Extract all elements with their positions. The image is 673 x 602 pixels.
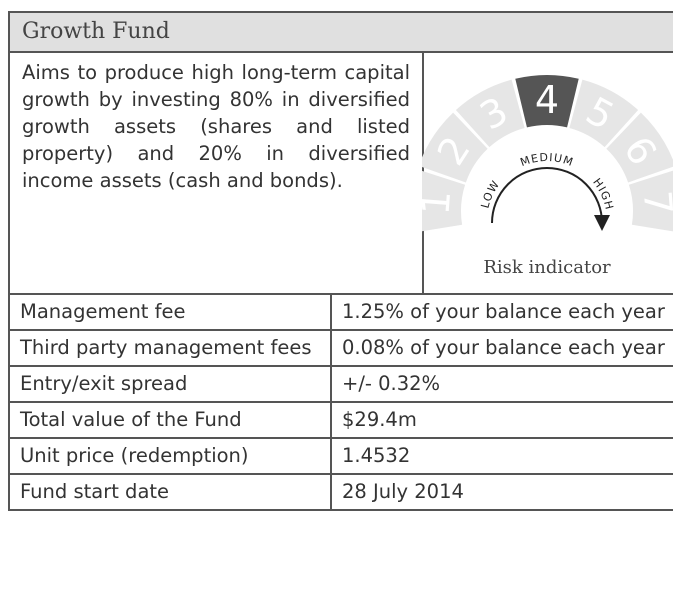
risk-gauge: 123 4 567 LOW MEDIUM HIGH Risk indicator bbox=[422, 74, 673, 278]
risk-segment bbox=[422, 170, 466, 232]
fund-description: Aims to produce high long-term capital g… bbox=[8, 51, 424, 295]
risk-level: 7 bbox=[635, 189, 673, 216]
fee-row: Entry/exit spread +/- 0.32% bbox=[8, 365, 673, 403]
fee-value: 28 July 2014 bbox=[330, 473, 673, 511]
risk-segment bbox=[569, 79, 639, 148]
fee-value: +/- 0.32% bbox=[330, 365, 673, 403]
fee-row: Total value of the Fund $29.4m bbox=[8, 401, 673, 439]
fee-row: Fund start date 28 July 2014 bbox=[8, 473, 673, 511]
risk-medium: MEDIUM bbox=[518, 151, 574, 169]
risk-labels: LOW MEDIUM HIGH bbox=[478, 151, 616, 224]
risk-segment bbox=[606, 112, 673, 183]
risk-segment bbox=[515, 74, 579, 128]
risk-segment bbox=[455, 79, 525, 148]
risk-segment bbox=[422, 112, 488, 183]
risk-low: LOW bbox=[478, 178, 501, 210]
fee-label: Fund start date bbox=[8, 473, 332, 511]
fee-label: Total value of the Fund bbox=[8, 401, 332, 439]
fee-value: 0.08% of your balance each year bbox=[330, 329, 673, 367]
fee-label: Third party management fees bbox=[8, 329, 332, 367]
fee-row: Management fee 1.25% of your balance each… bbox=[8, 293, 673, 331]
fee-table: Management fee 1.25% of your balance each… bbox=[8, 293, 673, 511]
fee-row: Third party management fees 0.08% of your… bbox=[8, 329, 673, 367]
fee-label: Management fee bbox=[8, 293, 332, 331]
fee-label: Entry/exit spread bbox=[8, 365, 332, 403]
fee-label: Unit price (redemption) bbox=[8, 437, 332, 475]
risk-level: 1 bbox=[422, 189, 459, 216]
fee-value: $29.4m bbox=[330, 401, 673, 439]
fee-value: 1.4532 bbox=[330, 437, 673, 475]
risk-caption: Risk indicator bbox=[483, 257, 611, 278]
risk-segment bbox=[628, 170, 673, 232]
risk-level: 4 bbox=[535, 78, 559, 122]
fund-title: Growth Fund bbox=[8, 11, 673, 53]
risk-arc bbox=[491, 167, 610, 231]
fee-value: 1.25% of your balance each year bbox=[330, 293, 673, 331]
fee-row: Unit price (redemption) 1.4532 bbox=[8, 437, 673, 475]
